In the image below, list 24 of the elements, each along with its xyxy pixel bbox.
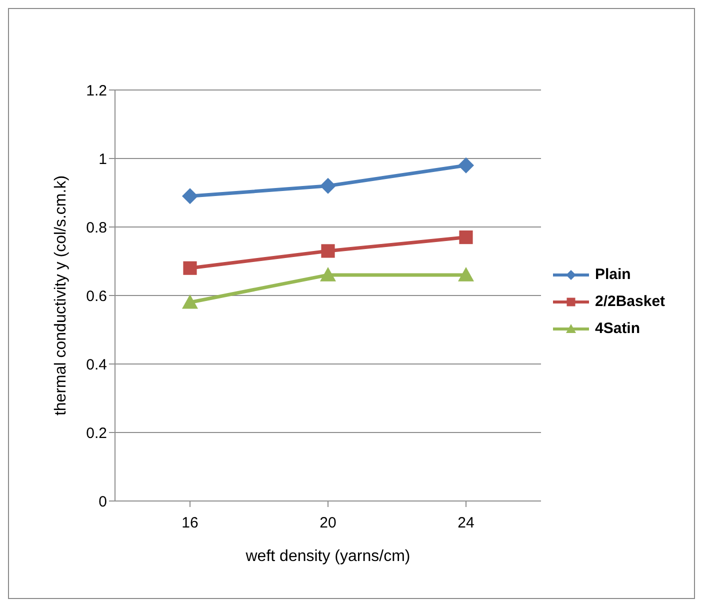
point	[182, 294, 198, 309]
legend-label: 4Satin	[595, 320, 640, 337]
point	[321, 244, 335, 258]
y-tick-label: 0.6	[86, 288, 107, 305]
y-tick-label: 0.8	[86, 219, 107, 236]
x-tick-label: 20	[320, 514, 336, 532]
legend-label: Plain	[595, 266, 631, 283]
point	[320, 266, 336, 282]
point	[458, 266, 474, 282]
point	[459, 230, 473, 244]
legend-label: 2/2Basket	[595, 293, 666, 310]
y-tick-label: 1	[98, 150, 107, 168]
point	[183, 261, 197, 275]
x-tick-label: 16	[182, 514, 198, 532]
x-tick-label: 24	[458, 514, 474, 532]
y-tick-label: 0.2	[86, 424, 107, 442]
point	[320, 178, 336, 194]
y-tick-label: 0	[98, 493, 107, 510]
point	[182, 188, 198, 204]
y-tick-label: 0.4	[86, 356, 107, 374]
y-tick-label: 1.2	[86, 82, 107, 100]
y-axis-title: thermal conductivity y (col/s.cm.k)	[52, 175, 70, 416]
point	[458, 157, 474, 174]
x-axis-title: weft density (yarns/cm)	[244, 548, 410, 565]
